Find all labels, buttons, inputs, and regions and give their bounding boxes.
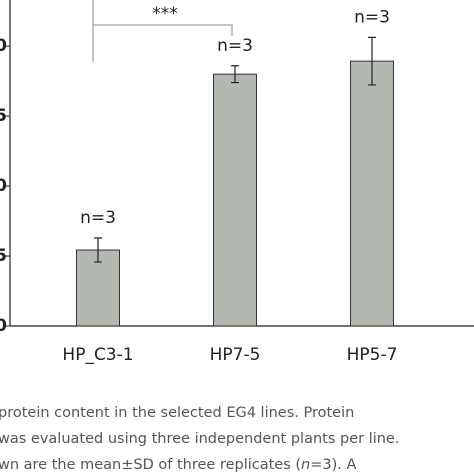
error-bar bbox=[94, 237, 102, 263]
significance-bracket bbox=[92, 0, 233, 62]
bar bbox=[213, 73, 257, 327]
bar bbox=[350, 60, 394, 327]
y-tick-label: 5 bbox=[0, 246, 7, 266]
significance-label: *** bbox=[152, 4, 178, 24]
bar bbox=[76, 249, 120, 327]
caption-text: =3). A bbox=[310, 457, 356, 473]
y-tick-label: 10 bbox=[0, 176, 7, 196]
x-tick-label: HP_C3-1 bbox=[62, 345, 133, 365]
x-tick-label: HP5-7 bbox=[347, 345, 398, 365]
x-tick-label: HP7-5 bbox=[210, 345, 261, 365]
y-tick-label: 15 bbox=[0, 106, 7, 126]
annotation: n=3 bbox=[80, 208, 116, 228]
annotation: n=3 bbox=[217, 36, 253, 56]
caption-text: wn are the mean±SD of three replicates ( bbox=[0, 457, 301, 473]
caption-line: wn are the mean±SD of three replicates (… bbox=[0, 457, 357, 473]
y-tick-label: 0 bbox=[0, 316, 7, 336]
annotation: n=3 bbox=[354, 7, 390, 27]
y-tick-label: 20 bbox=[0, 36, 7, 56]
caption-line: protein content in the selected EG4 line… bbox=[0, 405, 354, 421]
caption-text: n bbox=[301, 457, 310, 473]
error-bar bbox=[368, 36, 376, 86]
caption-line: was evaluated using three independent pl… bbox=[0, 431, 399, 447]
error-bar bbox=[231, 65, 239, 84]
